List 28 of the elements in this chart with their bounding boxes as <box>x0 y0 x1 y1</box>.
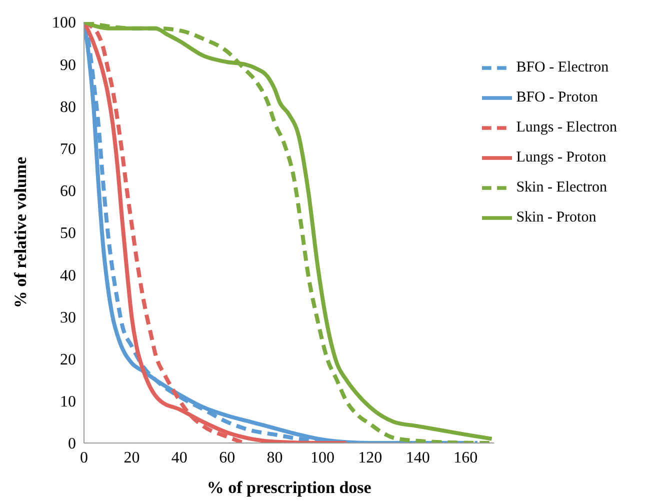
y-tick-label: 90 <box>60 56 76 74</box>
y-tick-label: 60 <box>60 183 76 200</box>
y-tick-label: 0 <box>68 436 76 453</box>
x-tick-label: 20 <box>124 449 140 466</box>
x-tick-label: 140 <box>406 449 430 466</box>
legend-label: Skin - Electron <box>516 179 608 196</box>
y-axis-title: % of relative volume <box>11 156 30 308</box>
x-tick-label: 40 <box>171 449 188 466</box>
legend-label: Lungs - Proton <box>516 149 606 166</box>
y-tick-label: 10 <box>60 394 76 411</box>
y-tick-label: 40 <box>60 267 76 284</box>
legend-label: Skin - Proton <box>516 209 596 226</box>
y-tick-label: 100 <box>52 14 76 32</box>
y-tick-label: 80 <box>60 98 76 116</box>
y-tick-label: 20 <box>60 351 76 368</box>
x-tick-label: 100 <box>310 449 334 466</box>
x-tick-label: 80 <box>266 449 283 466</box>
x-axis-title: % of prescription dose <box>206 478 372 497</box>
x-tick-label: 160 <box>454 449 478 466</box>
legend-label: BFO - Proton <box>516 89 598 106</box>
legend-label: Lungs - Electron <box>516 119 617 136</box>
y-tick-label: 70 <box>60 140 76 158</box>
legend-label: BFO - Electron <box>516 59 609 76</box>
x-tick-label: 120 <box>358 449 382 466</box>
y-tick-label: 50 <box>60 225 76 242</box>
x-tick-label: 0 <box>80 449 88 466</box>
x-tick-label: 60 <box>219 449 236 466</box>
y-tick-label: 30 <box>60 309 76 326</box>
